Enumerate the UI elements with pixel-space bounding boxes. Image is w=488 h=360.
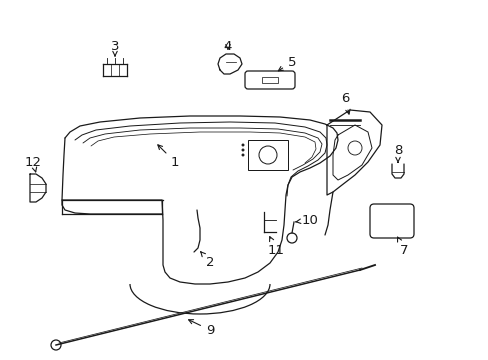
Text: 9: 9 — [188, 320, 214, 337]
Circle shape — [241, 144, 244, 146]
Text: 3: 3 — [110, 40, 119, 56]
Circle shape — [241, 149, 244, 151]
Text: 7: 7 — [397, 237, 407, 257]
Text: 6: 6 — [340, 91, 349, 114]
Circle shape — [241, 154, 244, 156]
Text: 11: 11 — [267, 237, 284, 257]
Text: 8: 8 — [393, 144, 401, 162]
Text: 10: 10 — [295, 213, 318, 226]
Text: 5: 5 — [278, 55, 296, 71]
Text: 2: 2 — [201, 252, 214, 269]
Text: 4: 4 — [224, 40, 232, 53]
Text: 1: 1 — [158, 145, 179, 168]
Bar — [262, 77, 278, 83]
Text: 12: 12 — [24, 156, 41, 172]
Bar — [247, 140, 287, 170]
